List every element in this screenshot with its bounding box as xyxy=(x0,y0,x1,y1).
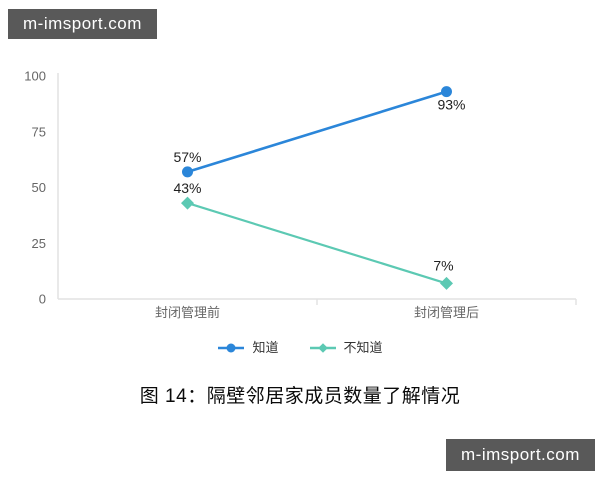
series-line-0 xyxy=(186,90,448,174)
data-point-label: 43% xyxy=(173,180,201,196)
y-tick-label: 0 xyxy=(39,292,46,307)
x-tick-label: 封闭管理前 xyxy=(155,305,220,320)
line-chart: 0 25 50 75 100 封闭管理前 封闭管理后 57% 93% 43% 7% xyxy=(0,55,600,325)
data-point-label: 57% xyxy=(173,149,201,165)
y-tick-label: 50 xyxy=(32,180,46,195)
data-point-label: 93% xyxy=(437,97,465,113)
line-chart-canvas: 0 25 50 75 100 封闭管理前 封闭管理后 57% 93% 43% 7% xyxy=(24,69,577,320)
data-point-marker xyxy=(441,86,452,98)
legend-circle-marker-icon xyxy=(218,343,245,353)
watermark-top-left: m-imsport.com xyxy=(8,9,157,39)
y-tick-label: 100 xyxy=(24,69,46,84)
y-tick-label: 75 xyxy=(32,124,46,139)
data-point-marker xyxy=(440,276,453,290)
y-tick-label: 25 xyxy=(32,236,46,251)
watermark-bottom-right: m-imsport.com xyxy=(446,439,595,471)
chart-legend: 知道 不知道 xyxy=(0,339,600,357)
x-tick-label: 封闭管理后 xyxy=(414,305,479,320)
series-line-1 xyxy=(186,202,448,285)
legend-item-0[interactable]: 知道 xyxy=(217,340,279,355)
data-point-marker xyxy=(181,196,194,210)
chart-caption: 图 14：隔壁邻居家成员数量了解情况 xyxy=(139,386,461,407)
data-point-marker xyxy=(182,166,193,178)
legend-item-1[interactable]: 不知道 xyxy=(309,341,383,355)
legend-diamond-marker-icon xyxy=(309,343,336,353)
legend-label: 知道 xyxy=(252,340,279,355)
legend-label: 不知道 xyxy=(343,340,383,355)
data-point-label: 7% xyxy=(433,257,453,273)
